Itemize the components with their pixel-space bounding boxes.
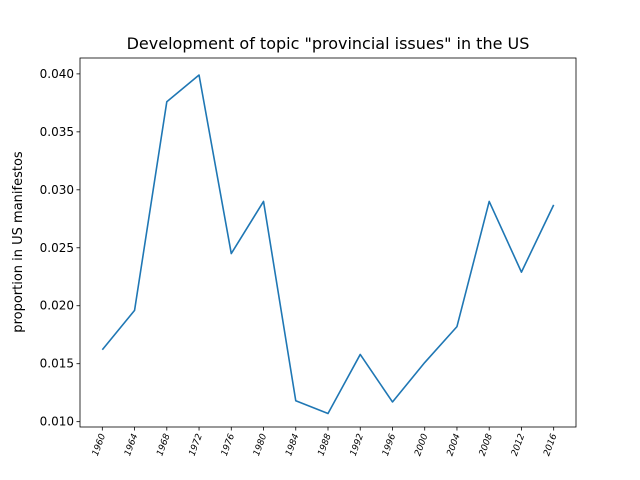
chart-title: Development of topic "provincial issues"… <box>127 34 530 53</box>
y-tick-label: 0.035 <box>40 125 74 139</box>
y-axis-label: proportion in US manifestos <box>11 151 26 333</box>
series-line <box>101 74 555 415</box>
y-tick-label: 0.040 <box>40 67 74 81</box>
y-tick-label: 0.015 <box>40 357 74 371</box>
y-tick-label: 0.010 <box>40 415 74 429</box>
y-tick-label: 0.025 <box>40 241 74 255</box>
y-tick-label: 0.030 <box>40 183 74 197</box>
y-tick-label: 0.020 <box>40 299 74 313</box>
